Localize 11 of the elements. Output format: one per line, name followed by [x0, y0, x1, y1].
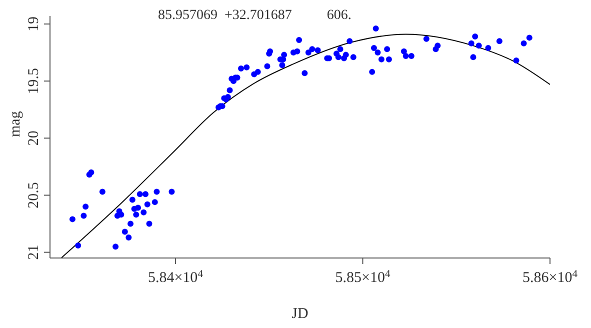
y-tick-label: 19.5	[26, 68, 42, 94]
x-tick-label: 5.84×10$^{4}$	[148, 268, 204, 286]
y-tick-label: 21	[26, 244, 42, 260]
y-tick-label: 20	[26, 130, 42, 146]
y-tick-label: 19	[26, 16, 42, 32]
y-axis-title: mag	[7, 110, 24, 137]
x-axis-title: JD	[292, 306, 308, 322]
chart-title: 85.957069 +32.701687 606.	[158, 8, 352, 24]
y-tick-label: 20.5	[26, 182, 42, 208]
x-tick-label: 5.85×10$^{4}$	[335, 268, 391, 286]
x-tick-label: 5.86×10$^{4}$	[522, 268, 578, 286]
